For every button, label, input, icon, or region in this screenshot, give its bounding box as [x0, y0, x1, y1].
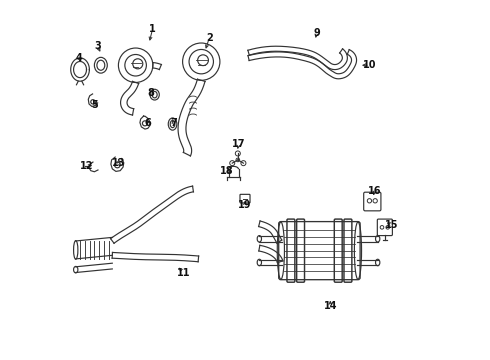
Text: 15: 15 — [385, 220, 399, 230]
Text: 19: 19 — [238, 200, 252, 210]
Text: 6: 6 — [144, 118, 151, 128]
Text: 9: 9 — [313, 28, 320, 38]
Text: 10: 10 — [363, 60, 376, 70]
Text: 1: 1 — [149, 24, 156, 35]
Text: 11: 11 — [176, 267, 190, 278]
Text: 17: 17 — [232, 139, 245, 149]
Text: 18: 18 — [220, 166, 233, 176]
Text: 5: 5 — [92, 100, 98, 110]
Text: 12: 12 — [80, 161, 93, 171]
Text: 8: 8 — [147, 88, 154, 98]
Text: 2: 2 — [206, 33, 213, 43]
Text: 4: 4 — [76, 53, 83, 63]
Text: 14: 14 — [323, 301, 337, 311]
Text: 7: 7 — [170, 118, 177, 128]
Text: 13: 13 — [112, 158, 125, 168]
Text: 3: 3 — [94, 41, 100, 50]
Text: 16: 16 — [368, 186, 382, 197]
